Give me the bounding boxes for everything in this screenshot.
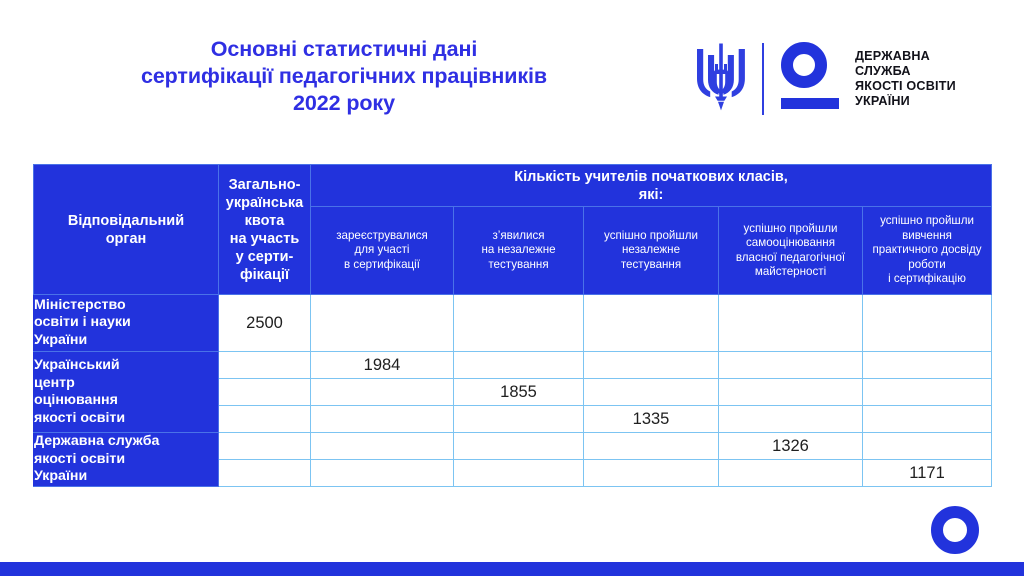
cell-appeared-ucoqe-1 xyxy=(453,351,584,379)
row-label-ucoqe: Український центр оцінювання якості осві… xyxy=(33,351,219,433)
cell-registered-ucoqe-3 xyxy=(310,405,454,433)
sqe-circle-mark-footer-icon xyxy=(931,506,979,554)
cell-practice-ucoqe-2 xyxy=(861,378,993,406)
table-head: Відповідальний орган Загально- українськ… xyxy=(33,164,993,295)
logo-lockup: ДЕРЖАВНА СЛУЖБА ЯКОСТІ ОСВІТИ УКРАЇНИ xyxy=(694,38,956,120)
cell-passed-testing-ucoqe-2 xyxy=(583,378,719,406)
row-label-sqe: Державна служба якості освіти України xyxy=(33,432,219,487)
cell-passed-testing-sqe-1 xyxy=(583,432,719,460)
table-body: Міністерство освіти і науки України 2500… xyxy=(33,294,993,487)
header-sub-self-assessment: успішно пройшли самооцінювання власної п… xyxy=(718,206,863,295)
header-sub-registered: зареєструвалися для участі в сертифікаці… xyxy=(310,206,454,295)
cell-quota-ucoqe-1 xyxy=(218,351,311,379)
table-row: 1171 xyxy=(34,459,993,487)
table-header-row-sub: зареєструвалися для участі в сертифікаці… xyxy=(34,206,993,295)
cell-passed-testing-sqe-2 xyxy=(583,459,719,487)
cell-registered-sqe-2 xyxy=(310,459,454,487)
table-row: Український центр оцінювання якості осві… xyxy=(33,351,993,433)
cell-registered-ucoqe: 1984 xyxy=(310,351,454,379)
header-responsible-organ: Відповідальний орган xyxy=(33,164,219,295)
cell-appeared-ucoqe-3 xyxy=(453,405,584,433)
row-label-ministry: Міністерство освіти і науки України xyxy=(33,294,219,352)
cell-passed-testing-ucoqe-1 xyxy=(583,351,719,379)
cell-self-assessment-ucoqe-1 xyxy=(718,351,863,379)
cell-appeared-sqe-1 xyxy=(453,432,584,460)
sqe-ring xyxy=(781,42,827,88)
cell-self-assessment-ucoqe-2 xyxy=(718,378,863,406)
statistics-table: Відповідальний орган Загально- українськ… xyxy=(33,164,993,487)
cell-practice-ucoqe-3 xyxy=(861,405,993,433)
cell-passed-testing-ucoqe: 1335 xyxy=(583,405,719,433)
cell-quota-sqe-1 xyxy=(218,432,311,460)
header-sub-passed-testing: успішно пройшли незалежне тестування xyxy=(583,206,719,295)
cell-self-assessment-ministry xyxy=(718,294,863,352)
table-row: 1855 xyxy=(34,378,993,406)
page-title: Основні статистичні дані сертифікації пе… xyxy=(140,37,548,115)
table-row: Міністерство освіти і науки України 2500 xyxy=(33,294,993,352)
header-sub-practical-experience: успішно пройшли вивчення практичного дос… xyxy=(861,206,993,295)
table-row: 1335 xyxy=(34,405,993,433)
header-sub-appeared-testing: з’явилися на незалежне тестування xyxy=(453,206,584,295)
sqe-circle-mark-icon xyxy=(781,42,839,116)
table-row: Державна служба якості освіти України 13… xyxy=(33,432,993,487)
cell-quota-sqe-2 xyxy=(218,459,311,487)
cell-registered-ministry xyxy=(310,294,454,352)
logo-divider xyxy=(762,43,764,115)
footer-ring xyxy=(931,506,979,554)
cell-appeared-ministry xyxy=(453,294,584,352)
organization-name: ДЕРЖАВНА СЛУЖБА ЯКОСТІ ОСВІТИ УКРАЇНИ xyxy=(855,48,956,109)
cell-practice-ministry xyxy=(861,294,993,352)
header-nationwide-quota: Загально- українська квота на участь у с… xyxy=(218,164,311,295)
statistics-table-container: Відповідальний орган Загально- українськ… xyxy=(33,164,993,487)
cell-practice-ucoqe-1 xyxy=(861,351,993,379)
header-group-teacher-count: Кількість учителів початкових класів, як… xyxy=(309,164,993,207)
cell-appeared-sqe-2 xyxy=(453,459,584,487)
tryzub-coat-of-arms-icon xyxy=(694,42,748,116)
cell-quota-ministry: 2500 xyxy=(218,294,311,352)
cell-quota-ucoqe-3 xyxy=(218,405,311,433)
sqe-bar xyxy=(781,98,839,109)
cell-self-assessment-sqe-2 xyxy=(718,459,863,487)
cell-self-assessment-ucoqe-3 xyxy=(718,405,863,433)
cell-quota-ucoqe-2 xyxy=(218,378,311,406)
cell-passed-testing-ministry xyxy=(583,294,719,352)
table-header-row-group: Відповідальний орган Загально- українськ… xyxy=(33,164,993,295)
cell-appeared-ucoqe: 1855 xyxy=(453,378,584,406)
cell-registered-ucoqe-2 xyxy=(310,378,454,406)
cell-practice-sqe: 1171 xyxy=(861,459,993,487)
slide-header: Основні статистичні дані сертифікації пе… xyxy=(0,0,1024,150)
cell-registered-sqe-1 xyxy=(310,432,454,460)
cell-self-assessment-sqe: 1326 xyxy=(718,432,863,460)
footer-accent-bar xyxy=(0,562,1024,576)
cell-practice-sqe-1 xyxy=(861,432,993,460)
